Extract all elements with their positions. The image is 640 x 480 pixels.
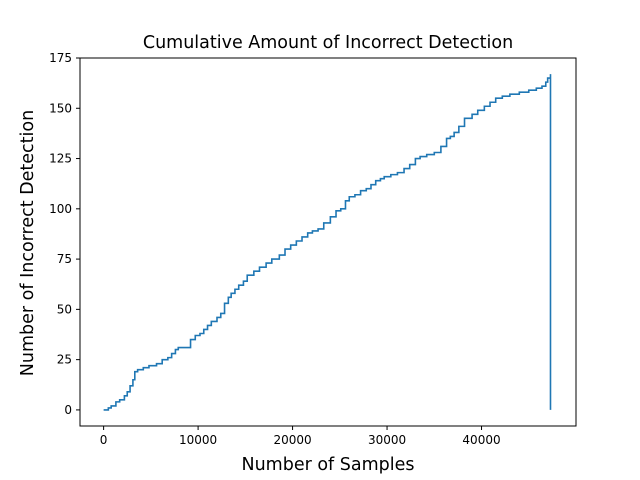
x-axis-label: Number of Samples: [241, 455, 414, 475]
x-tick-label: 0: [100, 433, 108, 447]
plot-frame: [79, 57, 577, 427]
y-tick-label: 50: [57, 302, 72, 316]
y-tick-label: 75: [57, 252, 72, 266]
y-tick-label: 175: [49, 51, 72, 65]
y-tick-label: 150: [49, 101, 72, 115]
chart-title: Cumulative Amount of Incorrect Detection: [143, 33, 513, 53]
x-tick-label: 30000: [368, 433, 406, 447]
series-line: [103, 74, 552, 411]
x-tick-label: 40000: [462, 433, 500, 447]
y-axis-label: Number of Incorrect Detection: [18, 110, 38, 376]
plot-area: 0 10000 20000 30000 40000 0 25 50 75 100 125 150 175: [49, 51, 577, 447]
y-tick-label: 100: [49, 202, 72, 216]
x-tick-label: 10000: [179, 433, 217, 447]
x-tick-label: 20000: [273, 433, 311, 447]
y-tick-label: 0: [64, 403, 72, 417]
y-tick-label: 25: [57, 353, 72, 367]
y-tick-label: 125: [49, 152, 72, 166]
